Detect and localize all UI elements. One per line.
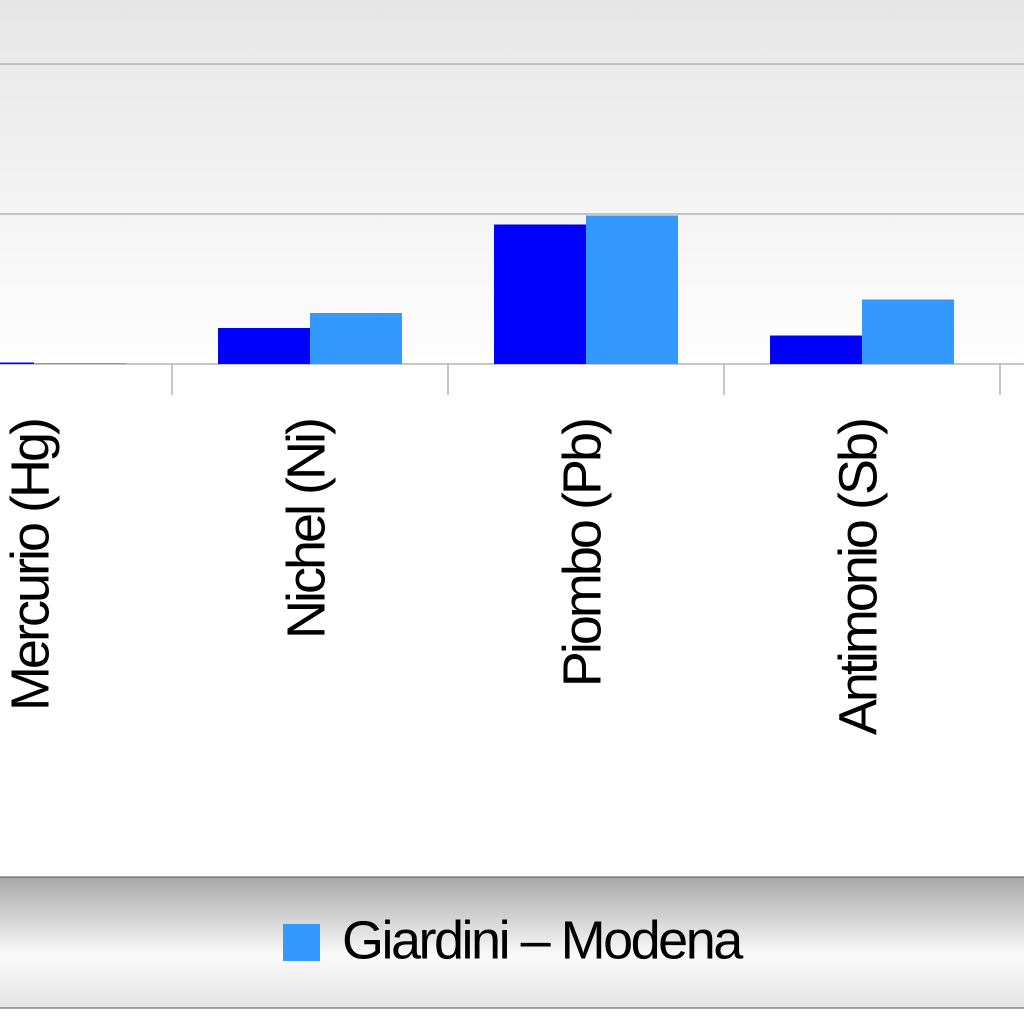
x-tick-label: Piombo (Pb) [552,420,612,687]
bar [310,313,402,364]
legend: Giardini – Modena [283,910,747,970]
legend-label: Giardini – Modena [342,910,744,970]
legend-swatch [283,924,320,961]
bar [494,224,586,364]
bar [586,215,678,364]
legend-background [0,877,1024,1008]
bar [862,299,954,364]
bar [34,363,126,364]
x-tick-label: Antimonio (Sb) [828,420,888,735]
x-tick-label: Mercurio (Hg) [0,420,60,711]
bar [218,328,310,364]
x-tick-label: Nichel (Ni) [276,420,336,639]
bar [0,362,34,364]
bar [770,335,862,364]
